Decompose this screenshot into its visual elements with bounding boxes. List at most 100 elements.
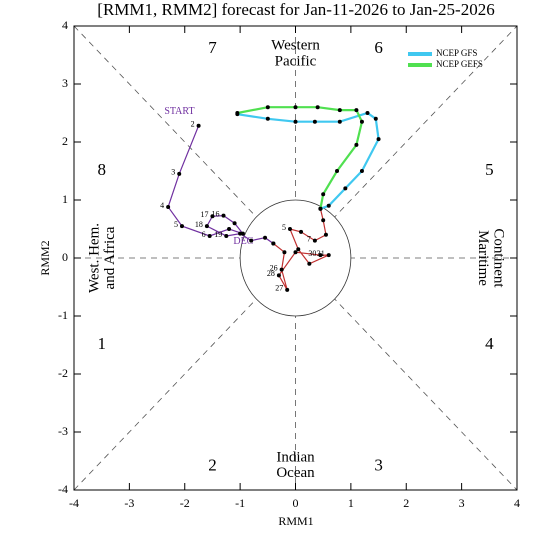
day-label: 26 — [270, 263, 278, 272]
data-point — [354, 142, 359, 147]
data-point — [365, 111, 370, 115]
data-point — [335, 169, 340, 173]
x-tick-label: 2 — [403, 496, 409, 510]
data-point — [235, 111, 240, 115]
legend-label: NCEP GEFS — [436, 59, 483, 69]
data-point — [240, 231, 245, 236]
data-point — [271, 241, 276, 246]
data-point — [282, 250, 287, 255]
series-line — [237, 111, 380, 210]
day-label: 5 — [282, 223, 286, 232]
region-label: Indian — [276, 450, 315, 466]
data-point — [318, 253, 323, 258]
data-point — [359, 119, 364, 124]
data-point — [315, 105, 320, 110]
data-point — [312, 119, 317, 124]
data-point — [227, 227, 232, 231]
data-point — [221, 213, 226, 218]
y-tick-label: 1 — [62, 192, 68, 206]
data-point — [321, 218, 326, 223]
phase-label: 5 — [485, 160, 494, 179]
data-point — [166, 204, 171, 209]
y-tick-label: 2 — [62, 134, 68, 148]
x-tick-label: 0 — [293, 496, 299, 510]
data-point — [299, 229, 304, 234]
data-point — [293, 105, 298, 110]
data-point — [326, 253, 331, 258]
data-point — [321, 192, 326, 197]
x-tick-label: -4 — [69, 496, 79, 510]
day-label: 3 — [171, 168, 175, 177]
data-point — [263, 235, 268, 240]
data-point — [238, 231, 243, 236]
y-tick-label: -4 — [58, 482, 68, 496]
data-point — [293, 250, 298, 255]
data-point — [179, 224, 184, 229]
series-line — [272, 208, 329, 291]
x-tick-label: -3 — [124, 496, 134, 510]
data-point — [376, 137, 381, 142]
y-tick-label: -3 — [58, 424, 68, 438]
phase-label: 1 — [97, 334, 106, 353]
data-point — [312, 238, 317, 243]
day-label: 7 — [307, 234, 311, 243]
day-label: 5 — [174, 220, 178, 229]
x-tick-label: 3 — [459, 496, 465, 510]
data-point — [204, 224, 209, 229]
y-axis-label: RMM2 — [38, 240, 52, 275]
data-point — [343, 186, 348, 191]
data-point — [323, 232, 328, 237]
data-point — [373, 116, 378, 121]
x-tick-label: -2 — [180, 496, 190, 510]
phase-label: 4 — [485, 334, 494, 353]
data-point — [196, 123, 201, 128]
data-point — [224, 233, 229, 238]
data-point — [354, 108, 359, 113]
day-label: 4 — [160, 201, 164, 210]
day-label: 27 — [275, 284, 283, 293]
day-label: 19 — [214, 230, 222, 239]
data-point — [210, 214, 215, 219]
data-point — [249, 238, 254, 243]
data-point — [285, 287, 290, 292]
day-label: 30 — [308, 249, 316, 258]
region-label: Pacific — [275, 53, 317, 69]
day-label: 28 — [267, 269, 275, 278]
data-point — [359, 169, 364, 173]
annotation: DEC — [233, 236, 253, 247]
annotation: START — [164, 106, 194, 117]
x-axis-label: RMM1 — [278, 514, 313, 528]
day-label: 2 — [191, 120, 195, 129]
day-label: 18 — [195, 220, 203, 229]
data-point — [293, 119, 298, 124]
data-point — [232, 221, 237, 226]
chart-title: [RMM1, RMM2] forecast for Jan-11-2026 to… — [97, 0, 494, 19]
y-tick-label: 4 — [62, 18, 68, 32]
region-label: Ocean — [276, 465, 315, 481]
data-point — [318, 206, 323, 211]
data-point — [307, 261, 312, 266]
x-tick-label: -1 — [235, 496, 245, 510]
day-label: 6 — [202, 230, 206, 239]
data-point — [207, 233, 212, 238]
phase-label: 6 — [374, 38, 383, 57]
y-tick-label: 0 — [62, 250, 68, 264]
region-label: and Africa — [102, 226, 118, 289]
phase-label: 7 — [208, 38, 217, 57]
region-label: Continent — [491, 228, 507, 288]
y-tick-label: -1 — [58, 308, 68, 322]
phase-label: 2 — [208, 456, 217, 475]
x-tick-label: 4 — [514, 496, 520, 510]
day-label: 16 — [212, 209, 220, 218]
data-point — [337, 119, 342, 124]
data-point — [279, 267, 284, 272]
unit-circle — [239, 199, 352, 317]
x-tick-label: 1 — [348, 496, 354, 510]
y-tick-label: 3 — [62, 76, 68, 90]
series-line — [167, 125, 274, 244]
day-label: 31 — [317, 249, 325, 258]
region-label: West. Hem. — [86, 223, 102, 293]
data-point — [287, 227, 292, 231]
